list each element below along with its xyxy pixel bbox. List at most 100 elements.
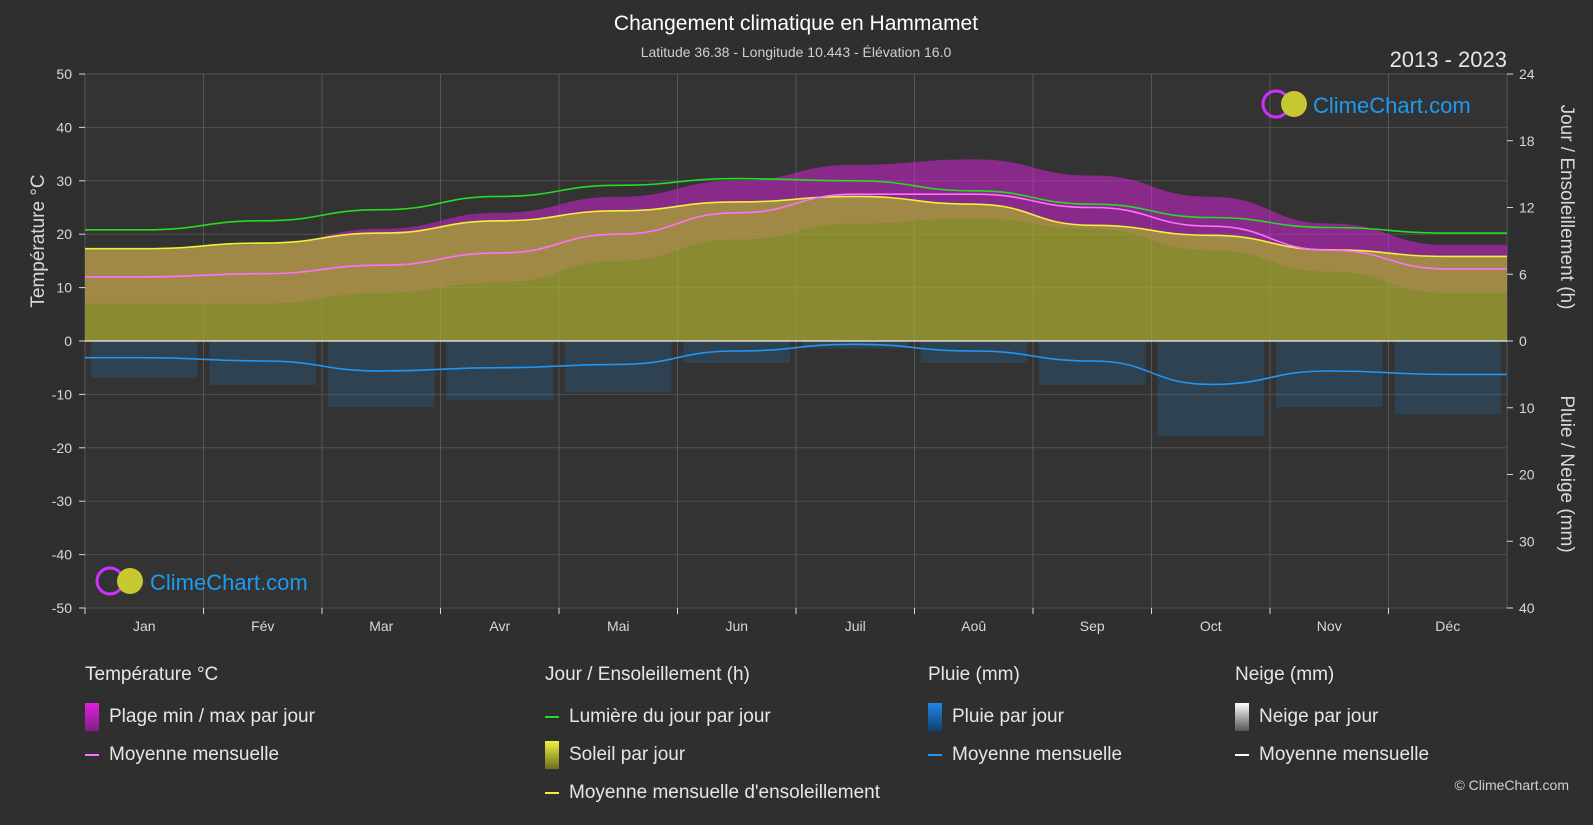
legend-heading: Température °C <box>85 664 219 685</box>
right-tick-label-hours: 18 <box>1519 133 1535 149</box>
right-tick-label-hours: 0 <box>1519 333 1527 349</box>
right-tick-label-hours: 12 <box>1519 200 1535 216</box>
right-axis-title-top: Jour / Ensoleillement (h) <box>1556 105 1577 310</box>
sunshine-area-fill <box>85 196 1507 341</box>
legend-sunshine: Jour / Ensoleillement (h) Lumière du jou… <box>545 660 880 812</box>
sunshine-mean-swatch <box>545 792 559 794</box>
rain-bar <box>920 341 1027 364</box>
sunshine-swatch <box>545 741 559 769</box>
legend-item-rain: Pluie par jour <box>928 698 1122 736</box>
x-tick-label: Déc <box>1435 618 1460 634</box>
logo-sun-icon <box>117 568 143 594</box>
legend-item-rain-mean: Moyenne mensuelle <box>928 736 1122 774</box>
legend-rain: Pluie (mm) Pluie par jour Moyenne mensue… <box>928 660 1122 774</box>
left-tick-label: 30 <box>56 173 72 189</box>
legend-label: Moyenne mensuelle <box>1259 744 1430 765</box>
left-tick-label: 40 <box>56 119 72 135</box>
x-tick-label: Oct <box>1200 618 1222 634</box>
left-tick-label: -40 <box>52 547 72 563</box>
rain-bar <box>1157 341 1264 437</box>
x-tick-label: Mar <box>369 618 393 634</box>
left-tick-label: -10 <box>52 386 72 402</box>
right-tick-label-hours: 24 <box>1519 66 1535 82</box>
rain-bar <box>1039 341 1146 386</box>
legend-label: Moyenne mensuelle d'ensoleillement <box>569 782 880 803</box>
legend-item-snow-mean: Moyenne mensuelle <box>1235 736 1429 774</box>
legend-label: Moyenne mensuelle <box>109 744 280 765</box>
legend-temperature: Température °C Plage min / max par jour … <box>85 660 315 774</box>
temperature-mean-line <box>84 193 1507 278</box>
x-tick-label: Mai <box>607 618 630 634</box>
legend-heading: Neige (mm) <box>1235 664 1335 685</box>
snow-swatch <box>1235 703 1249 731</box>
rain-bar <box>91 341 198 378</box>
rain-bar <box>1394 341 1501 415</box>
legend-label: Pluie par jour <box>952 706 1064 727</box>
right-tick-label-hours: 6 <box>1519 266 1527 282</box>
legend-label: Lumière du jour par jour <box>569 706 771 727</box>
x-tick-label: Sep <box>1080 618 1105 634</box>
x-tick-label: Jun <box>725 618 748 634</box>
left-tick-label: 20 <box>56 226 72 242</box>
right-tick-label-mm: 40 <box>1519 600 1535 616</box>
rain-bar <box>446 341 553 400</box>
right-tick-label-mm: 20 <box>1519 467 1535 483</box>
logo-sun-icon <box>1281 91 1307 117</box>
x-tick-label: Jan <box>133 618 156 634</box>
rain-mean-swatch <box>928 754 942 756</box>
legend-heading: Pluie (mm) <box>928 664 1020 685</box>
series-lines <box>84 177 1507 386</box>
legend-item-sunshine: Soleil par jour <box>545 736 880 774</box>
logo-text-top: ClimeChart.com <box>1313 93 1471 118</box>
rain-swatch <box>928 703 942 731</box>
temp-range-swatch <box>85 703 99 731</box>
legend-item-snow: Neige par jour <box>1235 698 1429 736</box>
rain-bar <box>683 341 790 364</box>
legend-label: Soleil par jour <box>569 744 686 765</box>
legend-heading: Jour / Ensoleillement (h) <box>545 664 750 685</box>
daylight-line <box>84 177 1507 234</box>
sunshine-area <box>85 196 1507 341</box>
period-label: 2013 - 2023 <box>1390 47 1507 72</box>
left-tick-label: -30 <box>52 493 72 509</box>
left-tick-label: 0 <box>64 333 72 349</box>
rain-bar <box>565 341 672 393</box>
left-tick-label: -20 <box>52 440 72 456</box>
x-axis-ticks: Jan Fév Mar Avr Mai Jun Juil Aoû Sep Oct Nov Déc <box>84 608 1460 634</box>
snow-mean-swatch <box>1235 754 1249 756</box>
climate-chart: Changement climatique en Hammamet Latitu… <box>28 12 1577 634</box>
sunshine-mean-line <box>85 195 1507 258</box>
legend-snow: Neige (mm) Neige par jour Moyenne mensue… <box>1235 660 1429 774</box>
left-axis-ticks: 50 40 30 20 10 0 -10 -20 -30 -40 -50 <box>52 66 85 616</box>
legend-item-sunshine-mean: Moyenne mensuelle d'ensoleillement <box>545 774 880 812</box>
left-tick-label: 10 <box>56 280 72 296</box>
legend-item-temp-range: Plage min / max par jour <box>85 698 315 736</box>
logo-text-bottom: ClimeChart.com <box>150 570 308 595</box>
rain-bar <box>1276 341 1383 408</box>
right-tick-label-mm: 10 <box>1519 400 1535 416</box>
chart-subtitle: Latitude 36.38 - Longitude 10.443 - Élév… <box>641 44 952 60</box>
legend-label: Plage min / max par jour <box>109 706 315 727</box>
legend-label: Neige par jour <box>1259 706 1379 727</box>
right-axis-ticks: 24 18 12 6 0 10 20 30 40 <box>1507 66 1535 616</box>
rain-bars <box>91 341 1501 437</box>
right-tick-label-mm: 30 <box>1519 533 1535 549</box>
legend-item-daylight: Lumière du jour par jour <box>545 698 880 736</box>
x-tick-label: Avr <box>489 618 510 634</box>
left-axis-title: Température °C <box>28 174 49 307</box>
x-tick-label: Nov <box>1317 618 1342 634</box>
legend: Température °C Plage min / max par jour … <box>0 660 1593 820</box>
left-tick-label: -50 <box>52 600 72 616</box>
logo-top: ClimeChart.com <box>1261 89 1471 119</box>
copyright: © ClimeChart.com <box>1454 777 1569 793</box>
x-tick-label: Fév <box>251 618 274 634</box>
chart-title: Changement climatique en Hammamet <box>614 12 978 35</box>
left-tick-label: 50 <box>56 66 72 82</box>
rain-mean-line <box>85 343 1507 386</box>
temp-mean-swatch <box>85 754 99 756</box>
x-tick-label: Juil <box>845 618 866 634</box>
legend-item-temp-mean: Moyenne mensuelle <box>85 736 315 774</box>
legend-label: Moyenne mensuelle <box>952 744 1123 765</box>
x-tick-label: Aoû <box>961 618 986 634</box>
rain-bar <box>328 341 435 408</box>
